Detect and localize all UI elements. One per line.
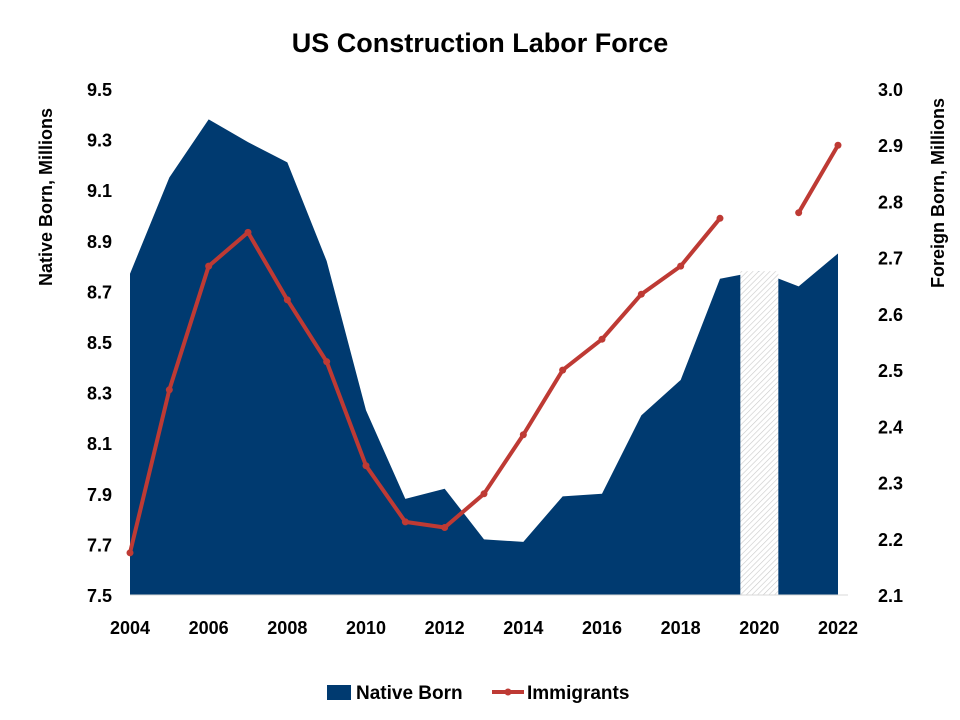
immigrants-point-2015 bbox=[559, 366, 567, 374]
y-tick-label-right: 3.0 bbox=[878, 80, 903, 100]
plot-area bbox=[126, 119, 842, 596]
immigrants-point-2010 bbox=[362, 462, 370, 470]
immigrants-point-2005 bbox=[165, 386, 173, 394]
series-immigrants-line-segment-0 bbox=[128, 216, 722, 555]
x-tick-label: 2014 bbox=[503, 618, 543, 638]
legend-swatch-native-born bbox=[327, 685, 351, 700]
y-tick-label-left: 7.9 bbox=[87, 485, 112, 505]
legend: Native Born Immigrants bbox=[327, 683, 629, 704]
immigrants-point-2008 bbox=[283, 296, 291, 304]
y-tick-label-right: 2.5 bbox=[878, 361, 903, 381]
chart-title: US Construction Labor Force bbox=[292, 28, 669, 58]
x-tick-label: 2012 bbox=[425, 618, 465, 638]
y-tick-label-left: 8.5 bbox=[87, 333, 112, 353]
x-tick-label: 2018 bbox=[661, 618, 701, 638]
y-tick-label-left: 9.3 bbox=[87, 131, 112, 151]
y-tick-label-right: 2.9 bbox=[878, 136, 903, 156]
x-tick-label: 2020 bbox=[739, 618, 779, 638]
y-tick-label-right: 2.7 bbox=[878, 249, 903, 269]
legend-label-native-born: Native Born bbox=[356, 683, 463, 704]
y-tick-label-right: 2.2 bbox=[878, 530, 903, 550]
x-tick-label: 2022 bbox=[818, 618, 858, 638]
y-tick-label-right: 2.1 bbox=[878, 586, 903, 606]
y-tick-label-right: 2.4 bbox=[878, 417, 903, 437]
immigrants-point-2011 bbox=[401, 518, 409, 526]
immigrants-point-2019 bbox=[716, 214, 724, 222]
y-tick-label-left: 8.3 bbox=[87, 384, 112, 404]
immigrants-point-2018 bbox=[677, 262, 685, 270]
y-axis-title-left: Native Born, Millions bbox=[36, 108, 56, 286]
immigrants-point-2007 bbox=[244, 228, 252, 236]
immigrants-point-2004 bbox=[126, 549, 134, 557]
hatched-bar-2020 bbox=[740, 271, 779, 595]
y-tick-label-left: 8.1 bbox=[87, 434, 112, 454]
y-tick-label-left: 9.1 bbox=[87, 181, 112, 201]
y-tick-label-left: 7.7 bbox=[87, 535, 112, 555]
y-tick-label-left: 7.5 bbox=[87, 586, 112, 606]
immigrants-point-2022 bbox=[834, 141, 842, 149]
immigrants-point-2017 bbox=[637, 290, 645, 298]
legend-marker-immigrants bbox=[504, 688, 512, 696]
y-tick-label-left: 9.5 bbox=[87, 80, 112, 100]
axes: 2004 2006 2008 2010 2012 2014 2016 2018 2020 2022… bbox=[87, 80, 903, 638]
immigrants-point-2021 bbox=[795, 209, 803, 217]
immigrants-point-2012 bbox=[441, 524, 449, 532]
immigrants-point-2006 bbox=[205, 262, 213, 270]
immigrants-point-2014 bbox=[519, 431, 527, 439]
y-tick-label-left: 8.7 bbox=[87, 282, 112, 302]
x-tick-label: 2004 bbox=[110, 618, 150, 638]
y-tick-label-right: 2.6 bbox=[878, 305, 903, 325]
series-immigrants-line-segment-1 bbox=[796, 143, 840, 215]
immigrants-point-2009 bbox=[323, 358, 331, 366]
series-native-born-area bbox=[130, 119, 838, 596]
y-tick-label-left: 8.9 bbox=[87, 232, 112, 252]
y-tick-label-right: 2.3 bbox=[878, 474, 903, 494]
x-tick-label: 2010 bbox=[346, 618, 386, 638]
immigrants-point-2016 bbox=[598, 335, 606, 343]
x-tick-label: 2008 bbox=[267, 618, 307, 638]
immigrants-point-2013 bbox=[480, 490, 488, 498]
x-tick-label: 2006 bbox=[189, 618, 229, 638]
y-axis-title-right: Foreign Born, Millions bbox=[928, 98, 948, 288]
y-tick-label-right: 2.8 bbox=[878, 192, 903, 212]
legend-label-immigrants: Immigrants bbox=[527, 683, 629, 704]
x-tick-label: 2016 bbox=[582, 618, 622, 638]
